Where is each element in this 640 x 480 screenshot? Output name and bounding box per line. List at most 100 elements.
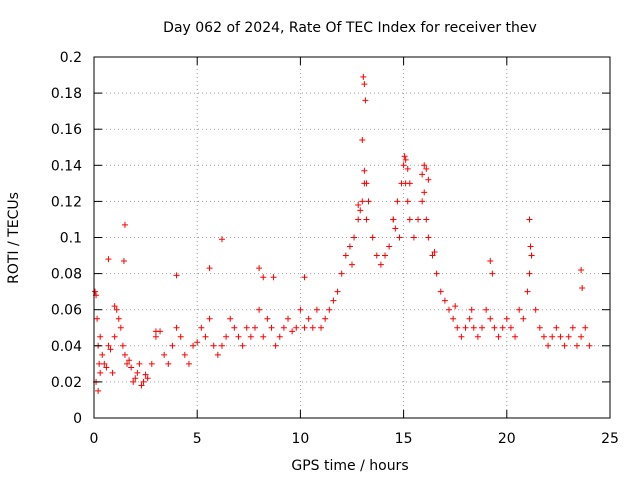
data-point (359, 137, 366, 144)
y-tick-label: 0.14 (51, 158, 82, 174)
data-point (322, 315, 329, 322)
data-point (334, 288, 341, 295)
x-tick-label: 10 (291, 431, 309, 447)
data-point (404, 165, 411, 172)
data-point (365, 198, 372, 205)
data-point (351, 234, 358, 241)
y-tick-label: 0.06 (51, 303, 82, 319)
data-point (247, 333, 254, 340)
chart-title: Day 062 of 2024, Rate Of TEC Index for r… (163, 20, 537, 36)
data-point (450, 315, 457, 322)
data-point (495, 333, 502, 340)
data-point (528, 252, 535, 259)
data-point (142, 371, 149, 378)
data-point (144, 375, 151, 382)
data-point (119, 342, 126, 349)
data-point (466, 315, 473, 322)
data-point (489, 270, 496, 277)
x-tick-label: 0 (90, 431, 99, 447)
data-point (124, 360, 131, 367)
data-point (105, 256, 112, 263)
y-tick-label: 0 (73, 411, 82, 427)
data-point (313, 306, 320, 313)
data-point (402, 156, 409, 163)
data-point (491, 324, 498, 331)
data-point (452, 303, 459, 310)
data-point (111, 333, 118, 340)
data-point (536, 324, 543, 331)
data-point (565, 333, 572, 340)
data-point (301, 324, 308, 331)
data-point (499, 324, 506, 331)
data-point (386, 243, 393, 250)
data-point (130, 378, 137, 385)
y-tick-label: 0.16 (51, 122, 82, 138)
data-point (396, 234, 403, 241)
y-tick-label: 0.04 (51, 339, 82, 355)
data-point (256, 265, 263, 272)
data-point (318, 324, 325, 331)
data-point (578, 266, 585, 273)
data-point (293, 324, 300, 331)
data-point (431, 248, 438, 255)
data-point (309, 324, 316, 331)
data-point (121, 351, 128, 358)
data-point (474, 333, 481, 340)
y-tick-label: 0.12 (51, 194, 82, 210)
data-point (421, 189, 428, 196)
data-point (173, 272, 180, 279)
data-point (276, 333, 283, 340)
data-point (382, 252, 389, 259)
data-point (268, 324, 275, 331)
data-point (425, 176, 432, 183)
x-tick-label: 15 (395, 431, 413, 447)
data-point (117, 324, 124, 331)
data-point (553, 324, 560, 331)
data-point (109, 369, 116, 376)
data-point (338, 270, 345, 277)
data-point (423, 216, 430, 223)
data-point (105, 342, 112, 349)
data-point (97, 333, 104, 340)
data-point (540, 333, 547, 340)
axis-ticks: 0 0.02 0.04 0.06 0.08 0.1 0.12 0.14 0.16 0.18 0.2 0… (51, 50, 619, 447)
data-point (401, 153, 408, 160)
data-point (121, 221, 128, 228)
data-point (429, 252, 436, 259)
data-point (346, 243, 353, 250)
x-tick-label: 5 (193, 431, 202, 447)
data-point (516, 306, 523, 313)
data-point (446, 306, 453, 313)
data-point (260, 274, 267, 281)
data-point (198, 324, 205, 331)
data-point (169, 342, 176, 349)
data-point (503, 315, 510, 322)
y-tick-label: 0.18 (51, 86, 82, 102)
data-point (239, 342, 246, 349)
data-point (136, 360, 143, 367)
data-point (524, 288, 531, 295)
data-point (235, 333, 242, 340)
data-point (355, 216, 362, 223)
data-point (132, 375, 139, 382)
data-point (185, 360, 192, 367)
data-point (561, 342, 568, 349)
data-point (202, 333, 209, 340)
data-point (270, 274, 277, 281)
data-point (326, 306, 333, 313)
data-point (194, 339, 201, 346)
x-tick-label: 20 (498, 431, 516, 447)
data-point (305, 315, 312, 322)
data-point (579, 285, 586, 292)
y-tick-label: 0.1 (60, 231, 82, 247)
data-point (454, 324, 461, 331)
data-point (190, 342, 197, 349)
data-point (138, 382, 145, 389)
data-point (360, 73, 367, 80)
data-point (468, 306, 475, 313)
data-point (526, 270, 533, 277)
data-point (113, 306, 120, 313)
data-point (359, 198, 366, 205)
data-point (260, 333, 267, 340)
